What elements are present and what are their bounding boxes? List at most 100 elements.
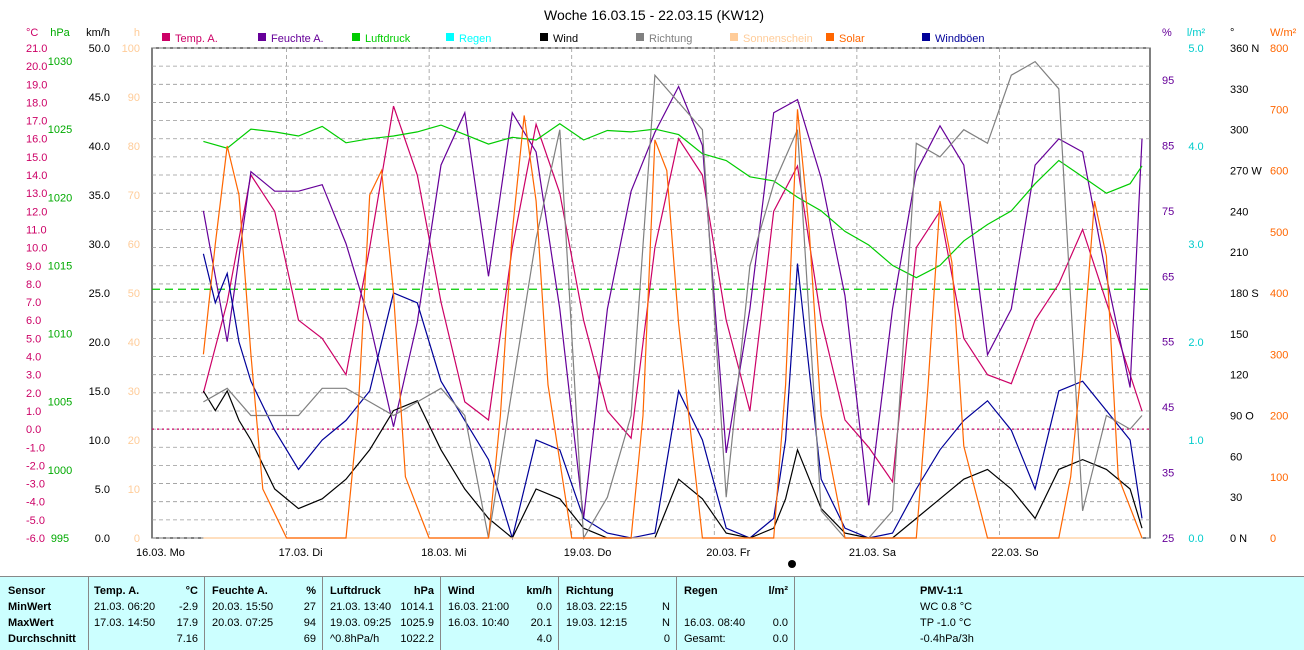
y-tick-label: 0 N <box>1230 533 1247 545</box>
y-tick-label: 50 <box>128 288 140 300</box>
stats-label-avg: Durchschnitt <box>8 633 76 645</box>
y-tick-label: 30.0 <box>89 239 110 251</box>
legend-swatch <box>162 33 170 41</box>
y-tick-label: 30 <box>128 386 140 398</box>
y-tick-label: 180 S <box>1230 288 1259 300</box>
y-tick-label: 45.0 <box>89 92 110 104</box>
y-tick-label: 0.0 <box>26 424 41 436</box>
y-tick-label: 2.0 <box>26 388 41 400</box>
y-tick-label: 19.0 <box>26 79 47 91</box>
y-tick-label: 8.0 <box>26 279 41 291</box>
y-tick-label: 9.0 <box>26 261 41 273</box>
y-tick-label: 200 <box>1270 411 1288 423</box>
stats-header-temp: Temp. A. <box>94 585 140 597</box>
wind-max-time: 16.03. 10:40 <box>448 617 510 629</box>
chart-title: Woche 16.03.15 - 22.03.15 (KW12) <box>544 7 764 23</box>
hum-max-time: 20.03. 07:25 <box>212 617 274 629</box>
hum-min-value: 27 <box>303 601 316 613</box>
stats-header-dir: Richtung <box>566 585 614 597</box>
y-tick-label: -3.0 <box>26 479 45 491</box>
legend-swatch <box>730 33 738 41</box>
y-tick-label: 55 <box>1162 337 1174 349</box>
statistics-panel: Sensor MinWert MaxWert Durchschnitt Temp… <box>0 576 1304 650</box>
y-tick-label: 10 <box>128 484 140 496</box>
rain-max-time: 16.03. 08:40 <box>684 617 746 629</box>
legend-swatch <box>446 33 454 41</box>
temp-avg-value: 7.16 <box>176 633 198 645</box>
y-tick-label: 60 <box>1230 451 1242 463</box>
y-tick-label: 85 <box>1162 140 1174 152</box>
y-tick-label: 35 <box>1162 468 1174 480</box>
chart-legend: Temp. A. Feuchte A. Luftdruck Regen Wind Rich… <box>162 33 985 45</box>
y-tick-label: 15.0 <box>26 152 47 164</box>
y-tick-label: 300 <box>1270 349 1288 361</box>
y-tick-label: 10.0 <box>26 243 47 255</box>
series-windböen-line <box>202 253 1143 541</box>
stats-col-rain: Regen l/m² 16.03. 08:40 0.0 Gesamt: 0.0 <box>676 577 795 650</box>
stats-col-direction: Richtung 18.03. 22:15 N 19.03. 12:15 N 0 <box>558 577 677 650</box>
stats-header-press: Luftdruck <box>330 585 381 597</box>
legend-label: Richtung <box>649 33 692 45</box>
y-tick-label: 50.0 <box>89 43 110 55</box>
y-axis-unit: km/h <box>86 27 110 39</box>
legend-label: Wind <box>553 33 578 45</box>
y-tick-label: 35.0 <box>89 190 110 202</box>
legend-swatch <box>636 33 644 41</box>
legend-swatch <box>922 33 930 41</box>
y-tick-label: -5.0 <box>26 515 45 527</box>
y-tick-label: 20.0 <box>89 337 110 349</box>
wind-min-value: 0.0 <box>536 601 552 613</box>
dir-avg-value: 0 <box>663 633 670 645</box>
x-tick-label: 21.03. Sa <box>849 547 897 559</box>
y-tick-label: 120 <box>1230 370 1248 382</box>
x-tick-label: 19.03. Do <box>564 547 612 559</box>
y-tick-label: 2.0 <box>1188 337 1203 349</box>
y-tick-label: 1015 <box>48 260 72 272</box>
y-tick-label: 500 <box>1270 227 1288 239</box>
legend-swatch <box>352 33 360 41</box>
y-tick-label: 90 O <box>1230 411 1254 423</box>
y-tick-label: 4.0 <box>1188 141 1203 153</box>
y-tick-label: 30 <box>1230 492 1242 504</box>
stats-header-wind-unit: km/h <box>526 585 552 597</box>
legend-label: Windböen <box>935 33 985 45</box>
y-axis-unit: °C <box>26 27 38 39</box>
legend-label: Feuchte A. <box>271 33 324 45</box>
y-axis-unit: hPa <box>50 27 70 39</box>
y-tick-label: 40 <box>128 337 140 349</box>
press-max-value: 1025.9 <box>400 617 434 629</box>
x-tick-label: 22.03. So <box>991 547 1038 559</box>
stats-header-pmv: PMV-1:1 <box>920 585 963 597</box>
y-tick-label: 95 <box>1162 75 1174 87</box>
press-max-time: 19.03. 09:25 <box>330 617 392 629</box>
y-tick-label: 0 <box>1270 533 1276 545</box>
legend-label: Solar <box>839 33 865 45</box>
y-tick-label: 360 N <box>1230 43 1259 55</box>
y-tick-label: 0.0 <box>1188 533 1203 545</box>
legend-label: Regen <box>459 33 491 45</box>
dir-max-value: N <box>662 617 670 629</box>
y-tick-label: 800 <box>1270 43 1288 55</box>
stats-header-hum: Feuchte A. <box>212 585 268 597</box>
hum-min-time: 20.03. 15:50 <box>212 601 274 613</box>
press-trend: ^0.8hPa/h <box>330 633 380 645</box>
stats-header-rain: Regen <box>684 585 718 597</box>
legend-swatch <box>258 33 266 41</box>
press-avg-value: 1022.2 <box>400 633 434 645</box>
wind-min-time: 16.03. 21:00 <box>448 601 510 613</box>
stats-header-hum-unit: % <box>306 585 316 597</box>
y-tick-label: 300 <box>1230 125 1248 137</box>
y-tick-label: -2.0 <box>26 460 45 472</box>
x-tick-label: 20.03. Fr <box>706 547 750 559</box>
y-tick-label: 4.0 <box>26 352 41 364</box>
y-axis-unit: W/m² <box>1270 27 1297 39</box>
y-tick-label: 995 <box>51 533 69 545</box>
y-tick-label: 16.0 <box>26 134 47 146</box>
dir-max-time: 19.03. 12:15 <box>566 617 628 629</box>
series-feuchte-a-line <box>202 85 1143 519</box>
pmv-pressure-trend: -0.4hPa/3h <box>920 633 974 645</box>
rain-max-value: 0.0 <box>772 617 788 629</box>
y-tick-label: 65 <box>1162 271 1174 283</box>
y-tick-label: 15.0 <box>89 386 110 398</box>
y-tick-label: 600 <box>1270 166 1288 178</box>
